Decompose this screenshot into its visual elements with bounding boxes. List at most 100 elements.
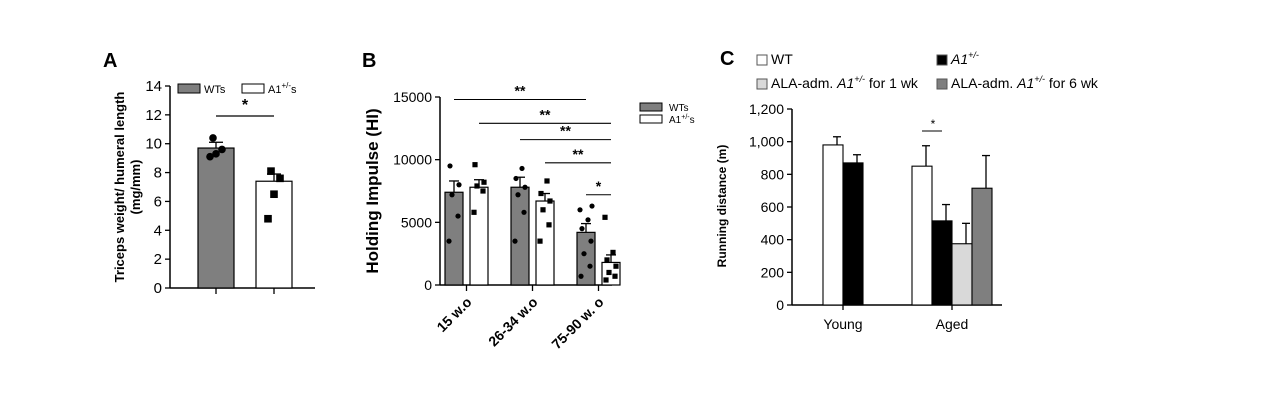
a-y-tick-label: 2 bbox=[154, 251, 162, 268]
panel-label-a: A bbox=[103, 50, 118, 72]
b-point bbox=[610, 249, 616, 256]
a-legend-sup: +/- bbox=[281, 81, 291, 90]
b-point bbox=[578, 273, 584, 279]
c-y-tick-label: 1,200 bbox=[749, 101, 784, 117]
b-point bbox=[579, 226, 585, 232]
b-legend-suffix: s bbox=[690, 115, 695, 126]
b-significance-label: ** bbox=[573, 146, 584, 162]
b-point bbox=[538, 190, 544, 197]
c-y-tick-label: 0 bbox=[776, 297, 784, 313]
b-bar bbox=[510, 186, 530, 286]
b-point bbox=[513, 175, 519, 182]
a-legend-swatch bbox=[177, 83, 201, 94]
a-point bbox=[206, 152, 214, 161]
a-y-tick-label: 12 bbox=[145, 107, 162, 124]
c-significance-label: * bbox=[931, 117, 936, 131]
panel-label-c: C bbox=[720, 48, 735, 70]
c-legend-italic: A1 bbox=[1016, 75, 1034, 91]
b-point bbox=[446, 238, 452, 244]
a-legend-label: A1+/-s bbox=[268, 81, 297, 96]
c-legend-label: ALA-adm. A1+/- for 1 wk bbox=[771, 74, 919, 91]
b-legend-text: WTs bbox=[669, 103, 688, 114]
c-legend-text: ALA-adm. bbox=[951, 75, 1017, 91]
b-point bbox=[589, 203, 595, 209]
b-point bbox=[577, 207, 583, 213]
c-bar bbox=[842, 162, 864, 306]
c-legend-sup: +/- bbox=[1034, 74, 1045, 84]
c-legend-suffix: for 1 wk bbox=[865, 75, 919, 91]
b-point bbox=[449, 192, 455, 198]
b-point bbox=[515, 192, 521, 198]
b-point bbox=[512, 238, 518, 244]
b-y-tick-label: 10000 bbox=[393, 152, 432, 168]
a-legend-suffix: s bbox=[291, 84, 297, 96]
a-legend-text: A1 bbox=[268, 84, 281, 96]
b-legend-swatch bbox=[639, 102, 663, 112]
a-y-axis-label-line: Triceps weight/ humeral length bbox=[112, 92, 127, 283]
b-point bbox=[603, 277, 609, 283]
b-point bbox=[519, 165, 525, 172]
c-legend-swatch bbox=[756, 78, 768, 90]
b-point bbox=[447, 163, 453, 169]
panel-label-b: B bbox=[362, 50, 377, 72]
c-legend-swatch bbox=[936, 54, 948, 66]
b-point bbox=[472, 162, 478, 168]
b-legend-label: WTs bbox=[669, 103, 688, 114]
b-point bbox=[612, 273, 618, 279]
b-legend-text: A1 bbox=[669, 115, 682, 126]
a-bar bbox=[197, 147, 235, 289]
b-point bbox=[606, 269, 612, 276]
a-point bbox=[270, 190, 278, 199]
c-legend-sup: +/- bbox=[968, 50, 979, 60]
c-legend-italic: A1 bbox=[950, 51, 968, 67]
a-legend-text: WTs bbox=[204, 84, 226, 96]
b-legend-sup: +/- bbox=[681, 114, 690, 121]
a-y-axis-label: Triceps weight/ humeral length(mg/mm) bbox=[112, 92, 143, 283]
a-significance-label: * bbox=[242, 97, 249, 114]
b-y-tick-label: 0 bbox=[424, 277, 432, 293]
b-point bbox=[480, 188, 486, 194]
b-significance-label: * bbox=[596, 178, 602, 194]
a-bar bbox=[255, 180, 293, 289]
b-point bbox=[540, 207, 546, 213]
b-point bbox=[585, 217, 591, 223]
c-bar bbox=[822, 144, 844, 306]
b-point bbox=[587, 263, 593, 269]
b-bar bbox=[469, 186, 489, 286]
a-legend-swatch bbox=[241, 83, 265, 94]
b-point bbox=[474, 183, 480, 189]
c-y-tick-label: 800 bbox=[761, 166, 785, 182]
c-legend-swatch bbox=[936, 78, 948, 90]
c-bar bbox=[971, 187, 993, 306]
c-legend-swatch bbox=[756, 54, 768, 66]
b-x-tick-label: 26-34 w.o bbox=[485, 294, 541, 350]
a-y-tick-label: 8 bbox=[154, 165, 162, 182]
c-legend-sup: +/- bbox=[854, 74, 865, 84]
b-point bbox=[581, 251, 587, 257]
b-legend-swatch bbox=[639, 114, 663, 124]
c-legend-label: A1+/- bbox=[950, 50, 979, 67]
b-point bbox=[546, 222, 552, 228]
a-y-tick-label: 10 bbox=[145, 136, 162, 153]
a-point bbox=[209, 134, 217, 142]
c-legend-italic: A1 bbox=[836, 75, 854, 91]
b-point bbox=[602, 214, 608, 220]
c-y-tick-label: 200 bbox=[761, 264, 785, 280]
b-x-tick-label: 75-90 w. o bbox=[548, 294, 606, 352]
b-point bbox=[521, 209, 527, 215]
b-y-axis-label: Holding Impulse (HI) bbox=[363, 108, 382, 273]
b-y-tick-label: 5000 bbox=[401, 214, 432, 230]
c-bar bbox=[951, 243, 973, 306]
c-legend-text: ALA-adm. bbox=[771, 75, 837, 91]
c-x-tick-label: Young bbox=[823, 316, 862, 332]
b-point bbox=[604, 257, 610, 263]
b-significance-label: ** bbox=[560, 123, 571, 139]
c-y-tick-label: 400 bbox=[761, 232, 785, 248]
a-y-tick-label: 6 bbox=[154, 193, 162, 210]
b-x-tick-label: 15 w.o bbox=[433, 294, 474, 335]
c-legend-label: WT bbox=[771, 51, 793, 67]
b-point bbox=[481, 179, 487, 185]
b-point bbox=[613, 263, 619, 269]
c-legend-suffix: for 6 wk bbox=[1045, 75, 1099, 91]
